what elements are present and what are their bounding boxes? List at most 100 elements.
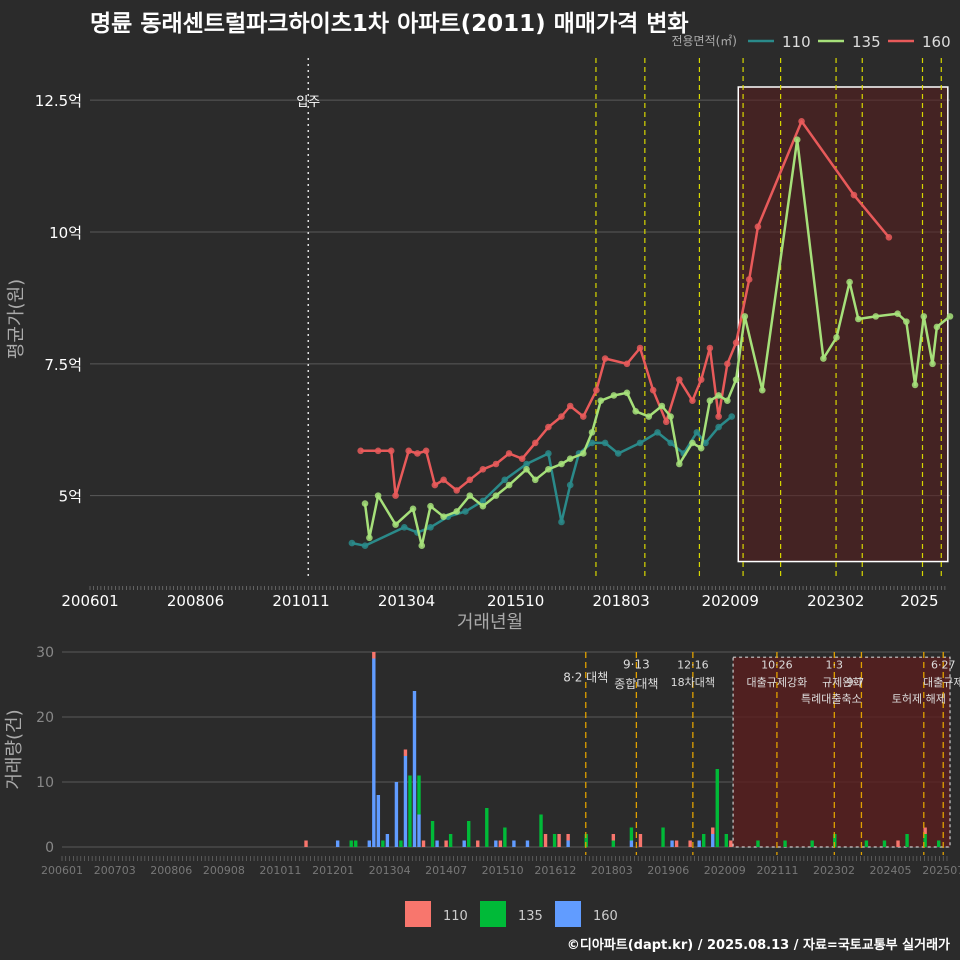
bar-135 bbox=[467, 821, 471, 847]
series-135-point bbox=[820, 355, 827, 362]
series-160-point bbox=[431, 481, 439, 489]
policy-name: 18차대책 bbox=[671, 676, 715, 689]
legend-title: 전용면적(㎡) bbox=[671, 34, 737, 48]
bar-135 bbox=[417, 775, 421, 815]
series-135-point bbox=[427, 502, 434, 510]
bar-135 bbox=[702, 834, 706, 847]
series-135-point bbox=[833, 334, 840, 341]
bar-135 bbox=[448, 834, 453, 847]
series-160-point bbox=[724, 360, 731, 368]
bar-135 bbox=[584, 834, 588, 847]
series-160-point bbox=[697, 376, 705, 383]
y-tick-label: 10억 bbox=[49, 224, 82, 242]
series-110-point bbox=[462, 508, 469, 515]
bar-x-tick-label: 201407 bbox=[425, 864, 467, 877]
bar-160 bbox=[525, 840, 530, 847]
series-110-point bbox=[588, 439, 596, 447]
x-tick-label: 202009 bbox=[702, 592, 759, 610]
x-tick-label: 2025 bbox=[900, 592, 938, 610]
series-160-point bbox=[745, 276, 753, 283]
series-160-point bbox=[492, 460, 500, 468]
bar-110 bbox=[444, 840, 448, 847]
series-135-point bbox=[855, 315, 862, 323]
series-135-point bbox=[531, 476, 539, 484]
bar-160 bbox=[435, 840, 439, 847]
bar-160 bbox=[697, 840, 701, 847]
series-110-point bbox=[545, 450, 552, 457]
bar-y-tick-label: 30 bbox=[36, 645, 54, 661]
bar-135 bbox=[629, 827, 634, 841]
bar-110 bbox=[566, 834, 570, 841]
series-160-point bbox=[531, 439, 539, 447]
series-110-point bbox=[715, 423, 722, 431]
bar-x-tick-label: 202302 bbox=[813, 864, 855, 877]
bar-160 bbox=[494, 840, 498, 847]
bar-110 bbox=[923, 827, 927, 834]
bar-x-tick-label: 202507 bbox=[922, 864, 960, 877]
bar-y-axis-label: 거래량(건) bbox=[4, 709, 25, 789]
series-160-point bbox=[357, 447, 364, 455]
legend-label-110: 110 bbox=[782, 33, 811, 51]
series-160-point bbox=[453, 487, 461, 494]
series-135-point bbox=[946, 313, 954, 320]
series-135-point bbox=[911, 381, 919, 389]
bar-110 bbox=[711, 827, 715, 834]
bar-110 bbox=[543, 834, 548, 847]
series-160-point bbox=[662, 418, 670, 426]
series-135-point bbox=[440, 513, 447, 521]
series-110-point bbox=[702, 439, 709, 447]
series-160-point bbox=[374, 447, 382, 455]
x-tick-label: 201011 bbox=[272, 592, 329, 610]
bar-legend-label-135: 135 bbox=[518, 909, 543, 924]
series-135-point bbox=[933, 323, 941, 331]
bar-160 bbox=[462, 840, 466, 847]
bar-135 bbox=[408, 775, 412, 847]
policy-name: 대출규제 bbox=[923, 676, 960, 689]
bar-160 bbox=[394, 782, 399, 847]
series-110-point bbox=[479, 497, 487, 505]
bar-160 bbox=[417, 814, 421, 847]
bar-x-tick-label: 200601 bbox=[41, 864, 83, 877]
bar-135 bbox=[783, 840, 787, 847]
series-110-point bbox=[728, 413, 736, 420]
series-160-point bbox=[850, 191, 858, 199]
bar-135 bbox=[923, 834, 927, 847]
series-135-point bbox=[361, 500, 369, 507]
bar-legend-swatch-110 bbox=[405, 901, 431, 927]
bar-160 bbox=[512, 840, 516, 847]
bar-x-tick-label: 201201 bbox=[312, 864, 354, 877]
y-tick-label: 12.5억 bbox=[35, 92, 82, 110]
bar-160 bbox=[367, 840, 371, 847]
bar-110 bbox=[421, 840, 426, 847]
series-135-point bbox=[758, 386, 766, 394]
series-160-point bbox=[479, 465, 487, 473]
series-160-point bbox=[754, 223, 762, 231]
series-110-point bbox=[361, 542, 369, 550]
series-135-point bbox=[706, 397, 714, 405]
policy-name: 규제완화 bbox=[822, 676, 862, 689]
series-135-point bbox=[579, 450, 587, 457]
legend-label-135: 135 bbox=[852, 33, 881, 51]
move-in-label: 입주 bbox=[296, 95, 320, 110]
series-160-point bbox=[405, 447, 412, 455]
series-135-point bbox=[466, 492, 474, 499]
bar-160 bbox=[372, 658, 376, 847]
series-160-point bbox=[636, 344, 644, 352]
series-160-point bbox=[732, 339, 740, 347]
series-160-point bbox=[566, 402, 574, 410]
series-135-point bbox=[505, 481, 513, 489]
series-160-point bbox=[558, 413, 565, 420]
series-110-point bbox=[601, 439, 609, 447]
series-160-point bbox=[466, 476, 474, 484]
series-135-point bbox=[409, 505, 417, 513]
policy-date: 10·26 bbox=[761, 658, 793, 671]
series-110-point bbox=[654, 429, 661, 436]
policy-name: 대출규제강화 bbox=[747, 676, 808, 689]
series-110-point bbox=[427, 523, 434, 531]
series-135-point bbox=[872, 313, 880, 320]
policy-name: 특례대출축소 bbox=[801, 693, 862, 706]
x-tick-label: 200601 bbox=[61, 592, 118, 610]
series-110-point bbox=[501, 476, 509, 484]
series-160-point bbox=[579, 413, 587, 420]
bar-135 bbox=[905, 834, 909, 847]
